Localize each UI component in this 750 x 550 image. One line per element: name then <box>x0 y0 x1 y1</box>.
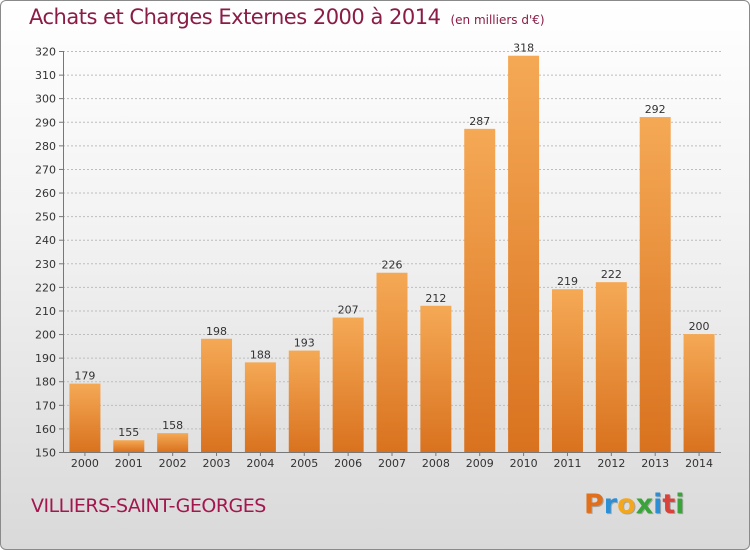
unit-label: (en milliers d'€) <box>450 13 545 27</box>
x-tick-label: 2005 <box>290 457 318 470</box>
bar <box>288 350 320 452</box>
y-tick-label: 180 <box>35 376 56 389</box>
y-tick-label: 150 <box>35 447 56 460</box>
data-label: 207 <box>338 304 359 317</box>
y-tick-label: 300 <box>35 93 56 106</box>
y-tick-label: 170 <box>35 399 56 412</box>
data-label: 212 <box>425 292 446 305</box>
x-tick-label: 2013 <box>641 457 669 470</box>
bar <box>639 117 671 452</box>
bar <box>113 440 145 452</box>
y-tick-label: 220 <box>35 281 56 294</box>
y-tick-label: 240 <box>35 234 56 247</box>
data-label: 158 <box>162 419 183 432</box>
bar <box>376 272 408 452</box>
logo-letter: i <box>675 489 685 520</box>
data-label: 193 <box>294 337 315 350</box>
bar <box>508 55 540 452</box>
x-axis: 2000 2001 2002 2003 2004 2005 2006 2007 2008 2009… <box>71 452 713 470</box>
logo-letter: P <box>584 489 604 520</box>
y-tick-label: 310 <box>35 69 56 82</box>
data-labels: 179 155 158 198 188 193 207 226 212 287 318 219 222 2… <box>74 42 709 439</box>
data-label: 200 <box>689 320 710 333</box>
y-tick-label: 160 <box>35 423 56 436</box>
x-tick-label: 2011 <box>553 457 581 470</box>
x-tick-label: 2009 <box>466 457 494 470</box>
bar <box>201 338 233 452</box>
logo-letter: r <box>603 489 618 520</box>
bar <box>244 362 276 452</box>
y-tick-label: 270 <box>35 163 56 176</box>
bar <box>595 282 627 452</box>
x-tick-label: 2004 <box>246 457 274 470</box>
bar <box>420 305 452 452</box>
data-label: 155 <box>118 426 139 439</box>
x-tick-label: 2003 <box>203 457 231 470</box>
logo-letter: x <box>635 489 654 520</box>
data-label: 188 <box>250 348 271 361</box>
y-tick-label: 190 <box>35 352 56 365</box>
data-label: 198 <box>206 325 227 338</box>
bar <box>157 433 189 452</box>
bar <box>683 334 715 452</box>
x-tick-label: 2012 <box>597 457 625 470</box>
bar <box>464 128 496 452</box>
x-tick-label: 2010 <box>510 457 538 470</box>
y-tick-label: 260 <box>35 187 56 200</box>
y-tick-label: 200 <box>35 329 56 342</box>
commune-name: VILLIERS-SAINT-GEORGES <box>31 495 266 517</box>
x-tick-label: 2008 <box>422 457 450 470</box>
data-label: 222 <box>601 268 622 281</box>
data-label: 292 <box>645 103 666 116</box>
x-tick-label: 2001 <box>115 457 143 470</box>
bars <box>69 55 715 452</box>
chart-title: Achats et Charges Externes 2000 à 2014 (e… <box>29 5 545 29</box>
y-tick-label: 250 <box>35 211 56 224</box>
bar <box>69 383 101 452</box>
y-tick-label: 280 <box>35 140 56 153</box>
bar <box>551 289 583 452</box>
y-tick-label: 210 <box>35 305 56 318</box>
x-tick-label: 2006 <box>334 457 362 470</box>
x-tick-label: 2000 <box>71 457 99 470</box>
title-text: Achats et Charges Externes 2000 à 2014 <box>29 5 441 29</box>
x-tick-label: 2014 <box>685 457 713 470</box>
proxiti-logo[interactable]: Proxiti <box>584 489 685 523</box>
bar <box>332 317 364 452</box>
data-label: 219 <box>557 275 578 288</box>
data-label: 226 <box>382 259 403 272</box>
data-label: 287 <box>469 115 490 128</box>
data-label: 318 <box>513 42 534 55</box>
y-tick-label: 290 <box>35 116 56 129</box>
x-tick-label: 2002 <box>159 457 187 470</box>
logo-letter: i <box>653 489 663 520</box>
x-tick-label: 2007 <box>378 457 406 470</box>
data-label: 179 <box>74 370 95 383</box>
y-tick-label: 230 <box>35 258 56 271</box>
y-tick-label: 320 <box>35 46 56 59</box>
logo-letter: o <box>617 489 636 520</box>
logo-letter: t <box>662 489 676 520</box>
